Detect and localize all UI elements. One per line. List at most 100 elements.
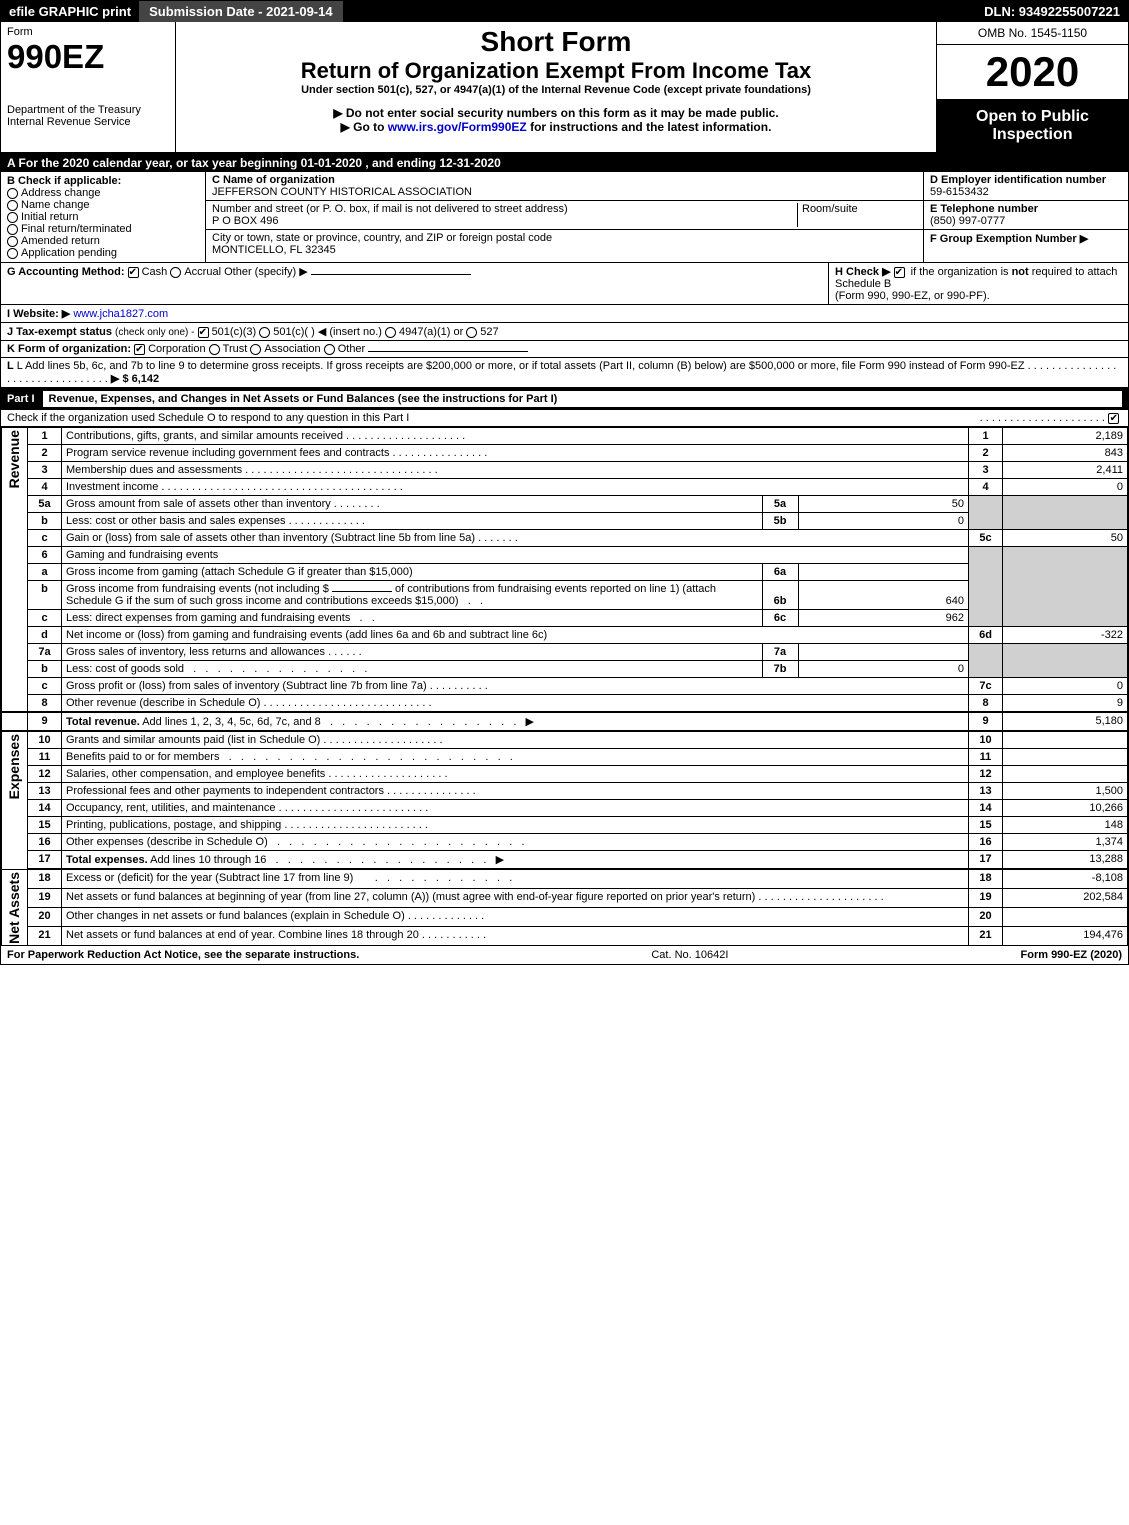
return-title: Return of Organization Exempt From Incom… — [182, 58, 930, 84]
efile-label[interactable]: efile GRAPHIC print — [1, 1, 139, 22]
chk-4947[interactable] — [385, 327, 396, 338]
other-specify-field[interactable] — [311, 274, 471, 275]
row-15-amt: 148 — [1003, 817, 1128, 834]
box-right: D Employer identification number 59-6153… — [923, 172, 1128, 262]
row-18-amt: -8,108 — [1003, 869, 1128, 889]
group-exempt-label: F Group Exemption Number ▶ — [930, 233, 1088, 245]
chk-schedule-b[interactable] — [894, 267, 905, 278]
chk-address-change[interactable] — [7, 188, 18, 199]
row-5c-desc: Gain or (loss) from sale of assets other… — [62, 530, 969, 547]
goto-note: ▶ Go to www.irs.gov/Form990EZ for instru… — [182, 120, 930, 134]
row-14-amt: 10,266 — [1003, 800, 1128, 817]
ein-label: D Employer identification number — [930, 174, 1106, 186]
row-5c-amt: 50 — [1003, 530, 1128, 547]
row-14-desc: Occupancy, rent, utilities, and maintena… — [62, 800, 969, 817]
row-6b-desc: Gross income from fundraising events (no… — [62, 581, 969, 610]
expenses-section-label: Expenses — [6, 734, 22, 799]
row-5b-desc: Less: cost or other basis and sales expe… — [62, 513, 969, 530]
row-1-amt: 2,189 — [1003, 428, 1128, 445]
line-a: A For the 2020 calendar year, or tax yea… — [1, 154, 1128, 172]
row-9-desc: Total revenue. Add lines 1, 2, 3, 4, 5c,… — [62, 712, 969, 731]
line-g: G Accounting Method: Cash Accrual Other … — [1, 263, 828, 304]
top-bar: efile GRAPHIC print Submission Date - 20… — [1, 1, 1128, 22]
chk-501c[interactable] — [259, 327, 270, 338]
line-i: I Website: ▶ www.jcha1827.com — [1, 305, 1128, 323]
form-header: Form 990EZ Department of the Treasury In… — [1, 22, 1128, 154]
omb-number: OMB No. 1545-1150 — [937, 22, 1128, 45]
row-7c-amt: 0 — [1003, 678, 1128, 695]
row-1-desc: Contributions, gifts, grants, and simila… — [62, 428, 969, 445]
chk-trust[interactable] — [209, 344, 220, 355]
part-1-label: Part I — [7, 393, 43, 405]
net-assets-section-label: Net Assets — [6, 872, 22, 944]
line-h: H Check ▶ if the organization is not req… — [828, 263, 1128, 304]
meta-block: B Check if applicable: Address change Na… — [1, 172, 1128, 263]
addr-value: P O BOX 496 — [212, 215, 278, 227]
chk-application-pending[interactable] — [7, 248, 18, 259]
row-13-amt: 1,500 — [1003, 783, 1128, 800]
row-21-amt: 194,476 — [1003, 927, 1128, 946]
form-word: Form — [7, 26, 169, 38]
revenue-section-label: Revenue — [6, 430, 22, 488]
row-20-desc: Other changes in net assets or fund bala… — [62, 908, 969, 927]
other-org-field[interactable] — [368, 351, 528, 352]
org-name: JEFFERSON COUNTY HISTORICAL ASSOCIATION — [212, 186, 472, 198]
row-8-amt: 9 — [1003, 695, 1128, 713]
city-label: City or town, state or province, country… — [212, 232, 552, 244]
box-b-title: B Check if applicable: — [7, 175, 199, 187]
row-17-amt: 13,288 — [1003, 851, 1128, 870]
row-3-amt: 2,411 — [1003, 462, 1128, 479]
row-6c-desc: Less: direct expenses from gaming and fu… — [62, 610, 969, 627]
row-7c-desc: Gross profit or (loss) from sales of inv… — [62, 678, 969, 695]
row-5a-desc: Gross amount from sale of assets other t… — [62, 496, 969, 513]
line-l: L L Add lines 5b, 6c, and 7b to line 9 t… — [1, 358, 1128, 388]
form-page: efile GRAPHIC print Submission Date - 20… — [0, 0, 1129, 965]
row-19-amt: 202,584 — [1003, 889, 1128, 908]
part-1-bar: Part I Revenue, Expenses, and Changes in… — [1, 388, 1128, 410]
phone-label: E Telephone number — [930, 203, 1038, 215]
chk-corporation[interactable] — [134, 344, 145, 355]
chk-name-change[interactable] — [7, 200, 18, 211]
financial-table: Revenue 1 Contributions, gifts, grants, … — [1, 427, 1128, 946]
chk-initial-return[interactable] — [7, 212, 18, 223]
line-l-amount: ▶ $ 6,142 — [111, 373, 159, 385]
open-inspection: Open to Public Inspection — [937, 100, 1128, 152]
row-2-amt: 843 — [1003, 445, 1128, 462]
row-19-desc: Net assets or fund balances at beginning… — [62, 889, 969, 908]
ein-value: 59-6153432 — [930, 186, 989, 198]
dept-treasury: Department of the Treasury — [7, 104, 169, 116]
chk-other-org[interactable] — [324, 344, 335, 355]
dln-label: DLN: 93492255007221 — [976, 1, 1128, 22]
line-g-label: G Accounting Method: — [7, 266, 125, 278]
chk-cash[interactable] — [128, 267, 139, 278]
chk-accrual[interactable] — [170, 267, 181, 278]
row-3-desc: Membership dues and assessments . . . . … — [62, 462, 969, 479]
row-20-amt — [1003, 908, 1128, 927]
website-link[interactable]: www.jcha1827.com — [73, 308, 168, 320]
row-12-amt — [1003, 766, 1128, 783]
under-section: Under section 501(c), 527, or 4947(a)(1)… — [182, 84, 930, 96]
chk-final-return[interactable] — [7, 224, 18, 235]
row-4-amt: 0 — [1003, 479, 1128, 496]
short-form-title: Short Form — [182, 26, 930, 58]
org-name-label: C Name of organization — [212, 174, 335, 186]
row-6d-desc: Net income or (loss) from gaming and fun… — [62, 627, 969, 644]
chk-527[interactable] — [466, 327, 477, 338]
goto-link[interactable]: www.irs.gov/Form990EZ — [388, 120, 527, 134]
submission-date: Submission Date - 2021-09-14 — [139, 1, 343, 22]
chk-501c3[interactable] — [198, 327, 209, 338]
no-ssn-note: ▶ Do not enter social security numbers o… — [182, 106, 930, 120]
chk-schedule-o[interactable] — [1108, 413, 1119, 424]
footer-cat: Cat. No. 10642I — [359, 949, 1020, 961]
row-6a-desc: Gross income from gaming (attach Schedul… — [62, 564, 969, 581]
dept-irs: Internal Revenue Service — [7, 116, 169, 128]
row-8-desc: Other revenue (describe in Schedule O) .… — [62, 695, 969, 713]
box-b: B Check if applicable: Address change Na… — [1, 172, 206, 262]
row-16-desc: Other expenses (describe in Schedule O) … — [62, 834, 969, 851]
chk-association[interactable] — [250, 344, 261, 355]
row-11-desc: Benefits paid to or for members . . . . … — [62, 749, 969, 766]
page-footer: For Paperwork Reduction Act Notice, see … — [1, 946, 1128, 964]
chk-amended-return[interactable] — [7, 236, 18, 247]
row-18-desc: Excess or (deficit) for the year (Subtra… — [62, 869, 969, 889]
row-16-amt: 1,374 — [1003, 834, 1128, 851]
